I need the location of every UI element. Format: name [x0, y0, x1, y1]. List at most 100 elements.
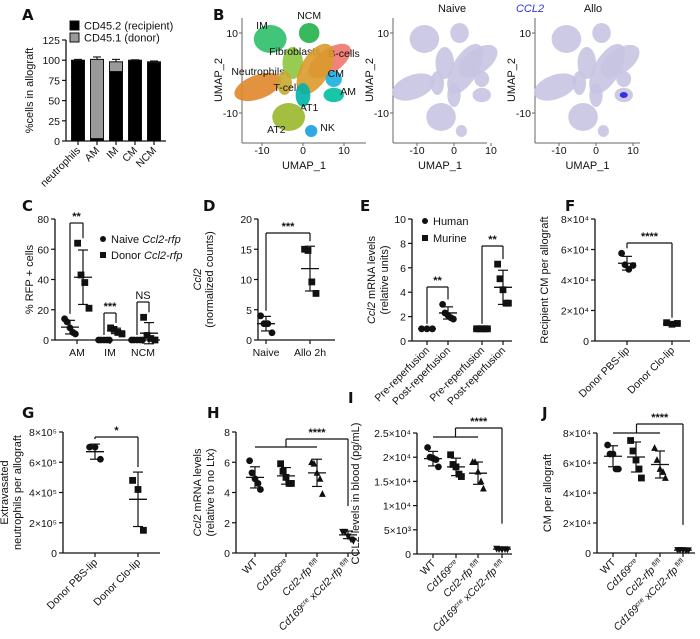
x-tick-label-part: fl/fl — [337, 557, 350, 570]
y-tick-label: 4 — [224, 488, 230, 500]
y-tick-label: 10 — [519, 28, 531, 40]
umap-cluster — [426, 103, 456, 131]
panel-letter-c: C — [22, 197, 33, 215]
x-tick-label: NCM — [134, 145, 159, 170]
x-tick-label: 10 — [485, 145, 497, 157]
y-axis-label-part: %cells in allograft — [24, 48, 36, 134]
panel-letter-b: B — [213, 6, 224, 24]
y-tick-label: 2.5×10⁴ — [374, 428, 411, 440]
significance-label: **** — [470, 416, 488, 428]
data-point — [151, 336, 159, 344]
umap-cluster — [430, 71, 445, 95]
data-point — [85, 304, 93, 312]
y-axis-label-part: CM per allograft — [542, 454, 554, 532]
y-tick-label: 8×10⁴ — [563, 428, 591, 440]
umap-cluster — [277, 71, 292, 95]
y-axis-label-part: mRNA levels — [192, 448, 204, 515]
y-tick-label: 2 — [224, 518, 230, 530]
y-axis-label-part: Ccl2 — [192, 515, 204, 537]
data-point — [618, 249, 625, 257]
legend-marker — [422, 218, 428, 224]
y-tick-label: 20 — [37, 305, 49, 317]
legend-label-part: Ccl2-rfp — [142, 234, 181, 246]
data-point — [685, 547, 692, 555]
umap-cluster — [409, 25, 440, 53]
data-point — [279, 467, 287, 475]
y-axis-label: Ccl2 — [192, 268, 204, 290]
x-tick-label: 10 — [627, 145, 639, 157]
y-tick-label: 0 — [224, 548, 230, 560]
umap-x-label: UMAP_1 — [565, 160, 609, 172]
x-tick-label-part: cre — [276, 557, 288, 569]
panel-letter-h: H — [207, 404, 220, 422]
data-point — [312, 290, 320, 297]
legend-label-part: Human — [433, 216, 468, 228]
data-point — [277, 460, 284, 468]
y-tick-label: 0 — [51, 548, 57, 560]
significance-label: **** — [308, 427, 326, 439]
data-point — [63, 318, 71, 326]
y-tick-label: 6 — [400, 263, 406, 275]
y-tick-label: 4×10⁴ — [563, 488, 591, 500]
x-tick-label: Donor Clo-lip — [625, 345, 677, 397]
y-axis-label: (relative units) — [379, 245, 391, 314]
cluster-label: NK — [320, 122, 335, 134]
panel-letter-a: A — [22, 6, 34, 24]
bar-recipient — [147, 62, 161, 142]
legend-label-part: Murine — [433, 233, 467, 245]
y-tick-label: 10 — [377, 28, 389, 40]
umap-cluster — [272, 103, 306, 131]
data-point — [480, 484, 487, 492]
umap-cluster — [447, 83, 461, 107]
y-tick-label: 8×10⁴ — [561, 214, 589, 226]
y-axis-label-part: CCL2 levels in blood (pg/mL) — [350, 423, 362, 565]
data-point — [432, 456, 440, 464]
data-point — [257, 312, 264, 320]
y-tick-label: 15 — [240, 244, 252, 256]
legend-label: CD45.2 (recipient) — [84, 21, 173, 33]
umap-cluster — [577, 47, 596, 79]
y-axis-label: neutrophils per allograft — [12, 435, 24, 550]
umap-title: Naive — [438, 3, 466, 15]
x-tick-label: 0 — [300, 145, 306, 157]
y-tick-label: 2×10⁴ — [563, 518, 591, 530]
data-point — [638, 474, 645, 482]
data-point — [424, 444, 431, 451]
x-tick-label-part: NCM — [134, 145, 159, 170]
cluster-label: IM — [256, 20, 268, 32]
x-tick-label-part: neutrophils — [38, 145, 83, 190]
x-tick-label: -10 — [409, 145, 424, 157]
significance-label: *** — [282, 221, 296, 233]
y-axis-label-part: (normalized counts) — [204, 231, 216, 328]
x-tick-label-part: Donor PBS-lip — [577, 345, 633, 401]
umap-cluster — [474, 71, 490, 87]
x-tick-label-part: Ccl2-rfp — [311, 564, 346, 599]
panel-letter-d: D — [203, 197, 215, 215]
x-tick-label-part: Allo 2h — [294, 347, 326, 359]
umap-cluster — [305, 125, 318, 137]
y-tick-label: 8 — [400, 238, 406, 250]
y-tick-label: 10 — [226, 28, 238, 40]
bar-recipient — [109, 71, 123, 142]
y-axis-label: Ccl2 mRNA levels — [192, 448, 204, 537]
data-point — [246, 457, 254, 465]
y-tick-label: 25 — [48, 116, 60, 128]
legend-label: Human — [433, 216, 468, 228]
umap-cluster — [551, 25, 582, 53]
x-tick-label: 0 — [593, 145, 599, 157]
data-point — [74, 239, 81, 247]
data-point — [254, 480, 262, 487]
data-point — [629, 447, 637, 455]
panel-letter-g: G — [22, 404, 34, 422]
y-axis-label: CCL2 levels in blood (pg/mL) — [350, 423, 362, 565]
umap-cluster — [282, 47, 303, 79]
panel-letter-i: I — [348, 389, 354, 407]
umap-cluster — [572, 71, 587, 95]
data-point — [350, 538, 357, 545]
data-point — [635, 465, 643, 473]
x-tick-label-part: fl/fl — [306, 557, 319, 570]
y-axis-label: CM per allograft — [542, 454, 554, 532]
legend-marker — [100, 236, 106, 242]
y-tick-label: 4×10⁴ — [561, 275, 589, 287]
umap-cluster — [234, 72, 282, 102]
